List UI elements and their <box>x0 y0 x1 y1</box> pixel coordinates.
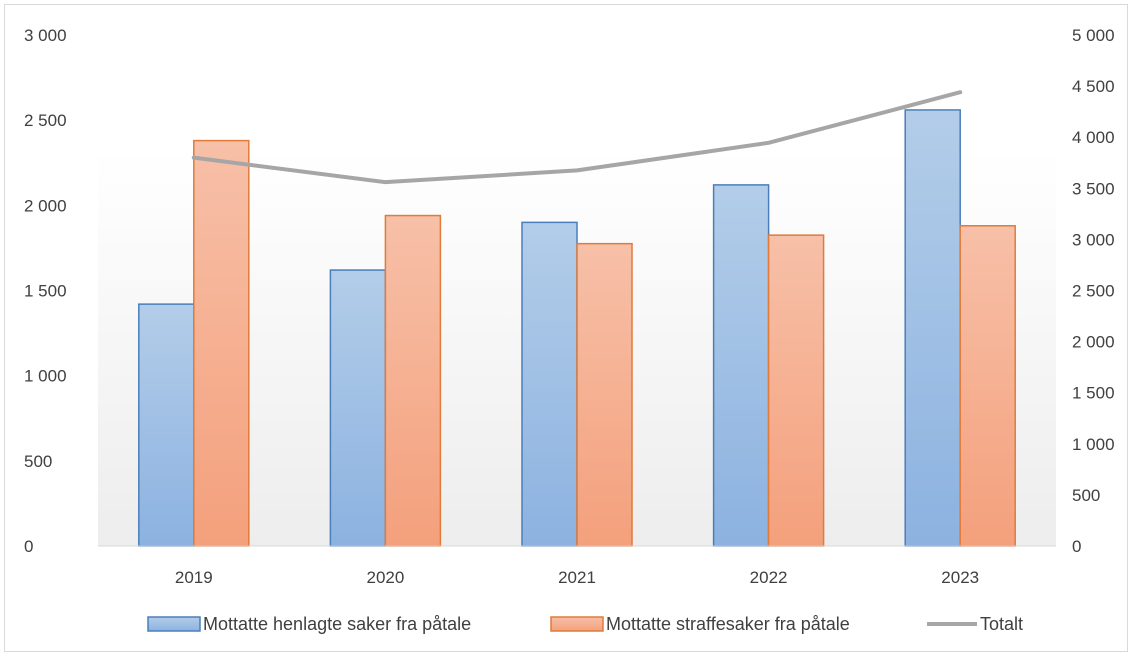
legend-straffesaker-label: Mottatte straffesaker fra påtale <box>606 614 850 634</box>
right-tick-label: 5 000 <box>1072 26 1115 45</box>
bar-henlagte-2022 <box>712 184 770 547</box>
right-tick-label: 3 000 <box>1072 230 1115 249</box>
bar-henlagte-2019 <box>138 303 195 547</box>
left-axis-ticks: 0 500 1 000 1 500 2 000 2 500 3 000 <box>24 26 67 556</box>
right-tick-label: 1 000 <box>1072 435 1115 454</box>
line-series <box>191 90 963 185</box>
legend-totalt-label: Totalt <box>980 614 1023 634</box>
right-tick-label: 500 <box>1072 486 1100 505</box>
legend-henlagte-label: Mottatte henlagte saker fra påtale <box>203 614 471 634</box>
right-tick-label: 3 500 <box>1072 179 1115 198</box>
left-tick-label: 500 <box>24 452 52 471</box>
x-tick-label: 2023 <box>941 568 979 587</box>
line-totalt <box>191 90 963 185</box>
legend: Mottatte henlagte saker fra påtale Mottat… <box>147 614 1023 634</box>
x-tick-label: 2022 <box>750 568 788 587</box>
bar-straffesaker-2019 <box>193 139 250 547</box>
bar-straffesaker-2022 <box>767 234 825 547</box>
right-tick-label: 2 000 <box>1072 333 1115 352</box>
x-axis-ticks: 2019 2020 2021 2022 2023 <box>175 568 979 587</box>
bar-straffesaker-2023 <box>959 225 1016 547</box>
left-tick-label: 1 000 <box>24 367 67 386</box>
bar-henlagte-2023 <box>904 109 961 547</box>
x-tick-label: 2020 <box>366 568 404 587</box>
right-axis-ticks: 0 500 1 000 1 500 2 000 2 500 3 000 3 500 4 000 4… <box>1072 26 1115 556</box>
bar-straffesaker-2020 <box>384 214 442 547</box>
legend-henlagte-swatch <box>147 616 201 632</box>
left-tick-label: 1 500 <box>24 282 67 301</box>
bar-henlagte-2021 <box>521 221 578 547</box>
right-tick-label: 1 500 <box>1072 384 1115 403</box>
legend-straffesaker-swatch <box>550 616 604 632</box>
right-tick-label: 4 500 <box>1072 77 1115 96</box>
left-tick-label: 2 500 <box>24 111 67 130</box>
bar-straffesaker-2021 <box>576 242 633 547</box>
right-tick-label: 2 500 <box>1072 282 1115 301</box>
right-tick-label: 0 <box>1072 537 1081 556</box>
bar-henlagte-2020 <box>329 269 387 547</box>
right-tick-label: 4 000 <box>1072 128 1115 147</box>
bars <box>138 109 1016 547</box>
x-tick-label: 2019 <box>175 568 213 587</box>
left-tick-label: 0 <box>24 537 33 556</box>
left-tick-label: 2 000 <box>24 196 67 215</box>
left-tick-label: 3 000 <box>24 26 67 45</box>
x-tick-label: 2021 <box>558 568 596 587</box>
